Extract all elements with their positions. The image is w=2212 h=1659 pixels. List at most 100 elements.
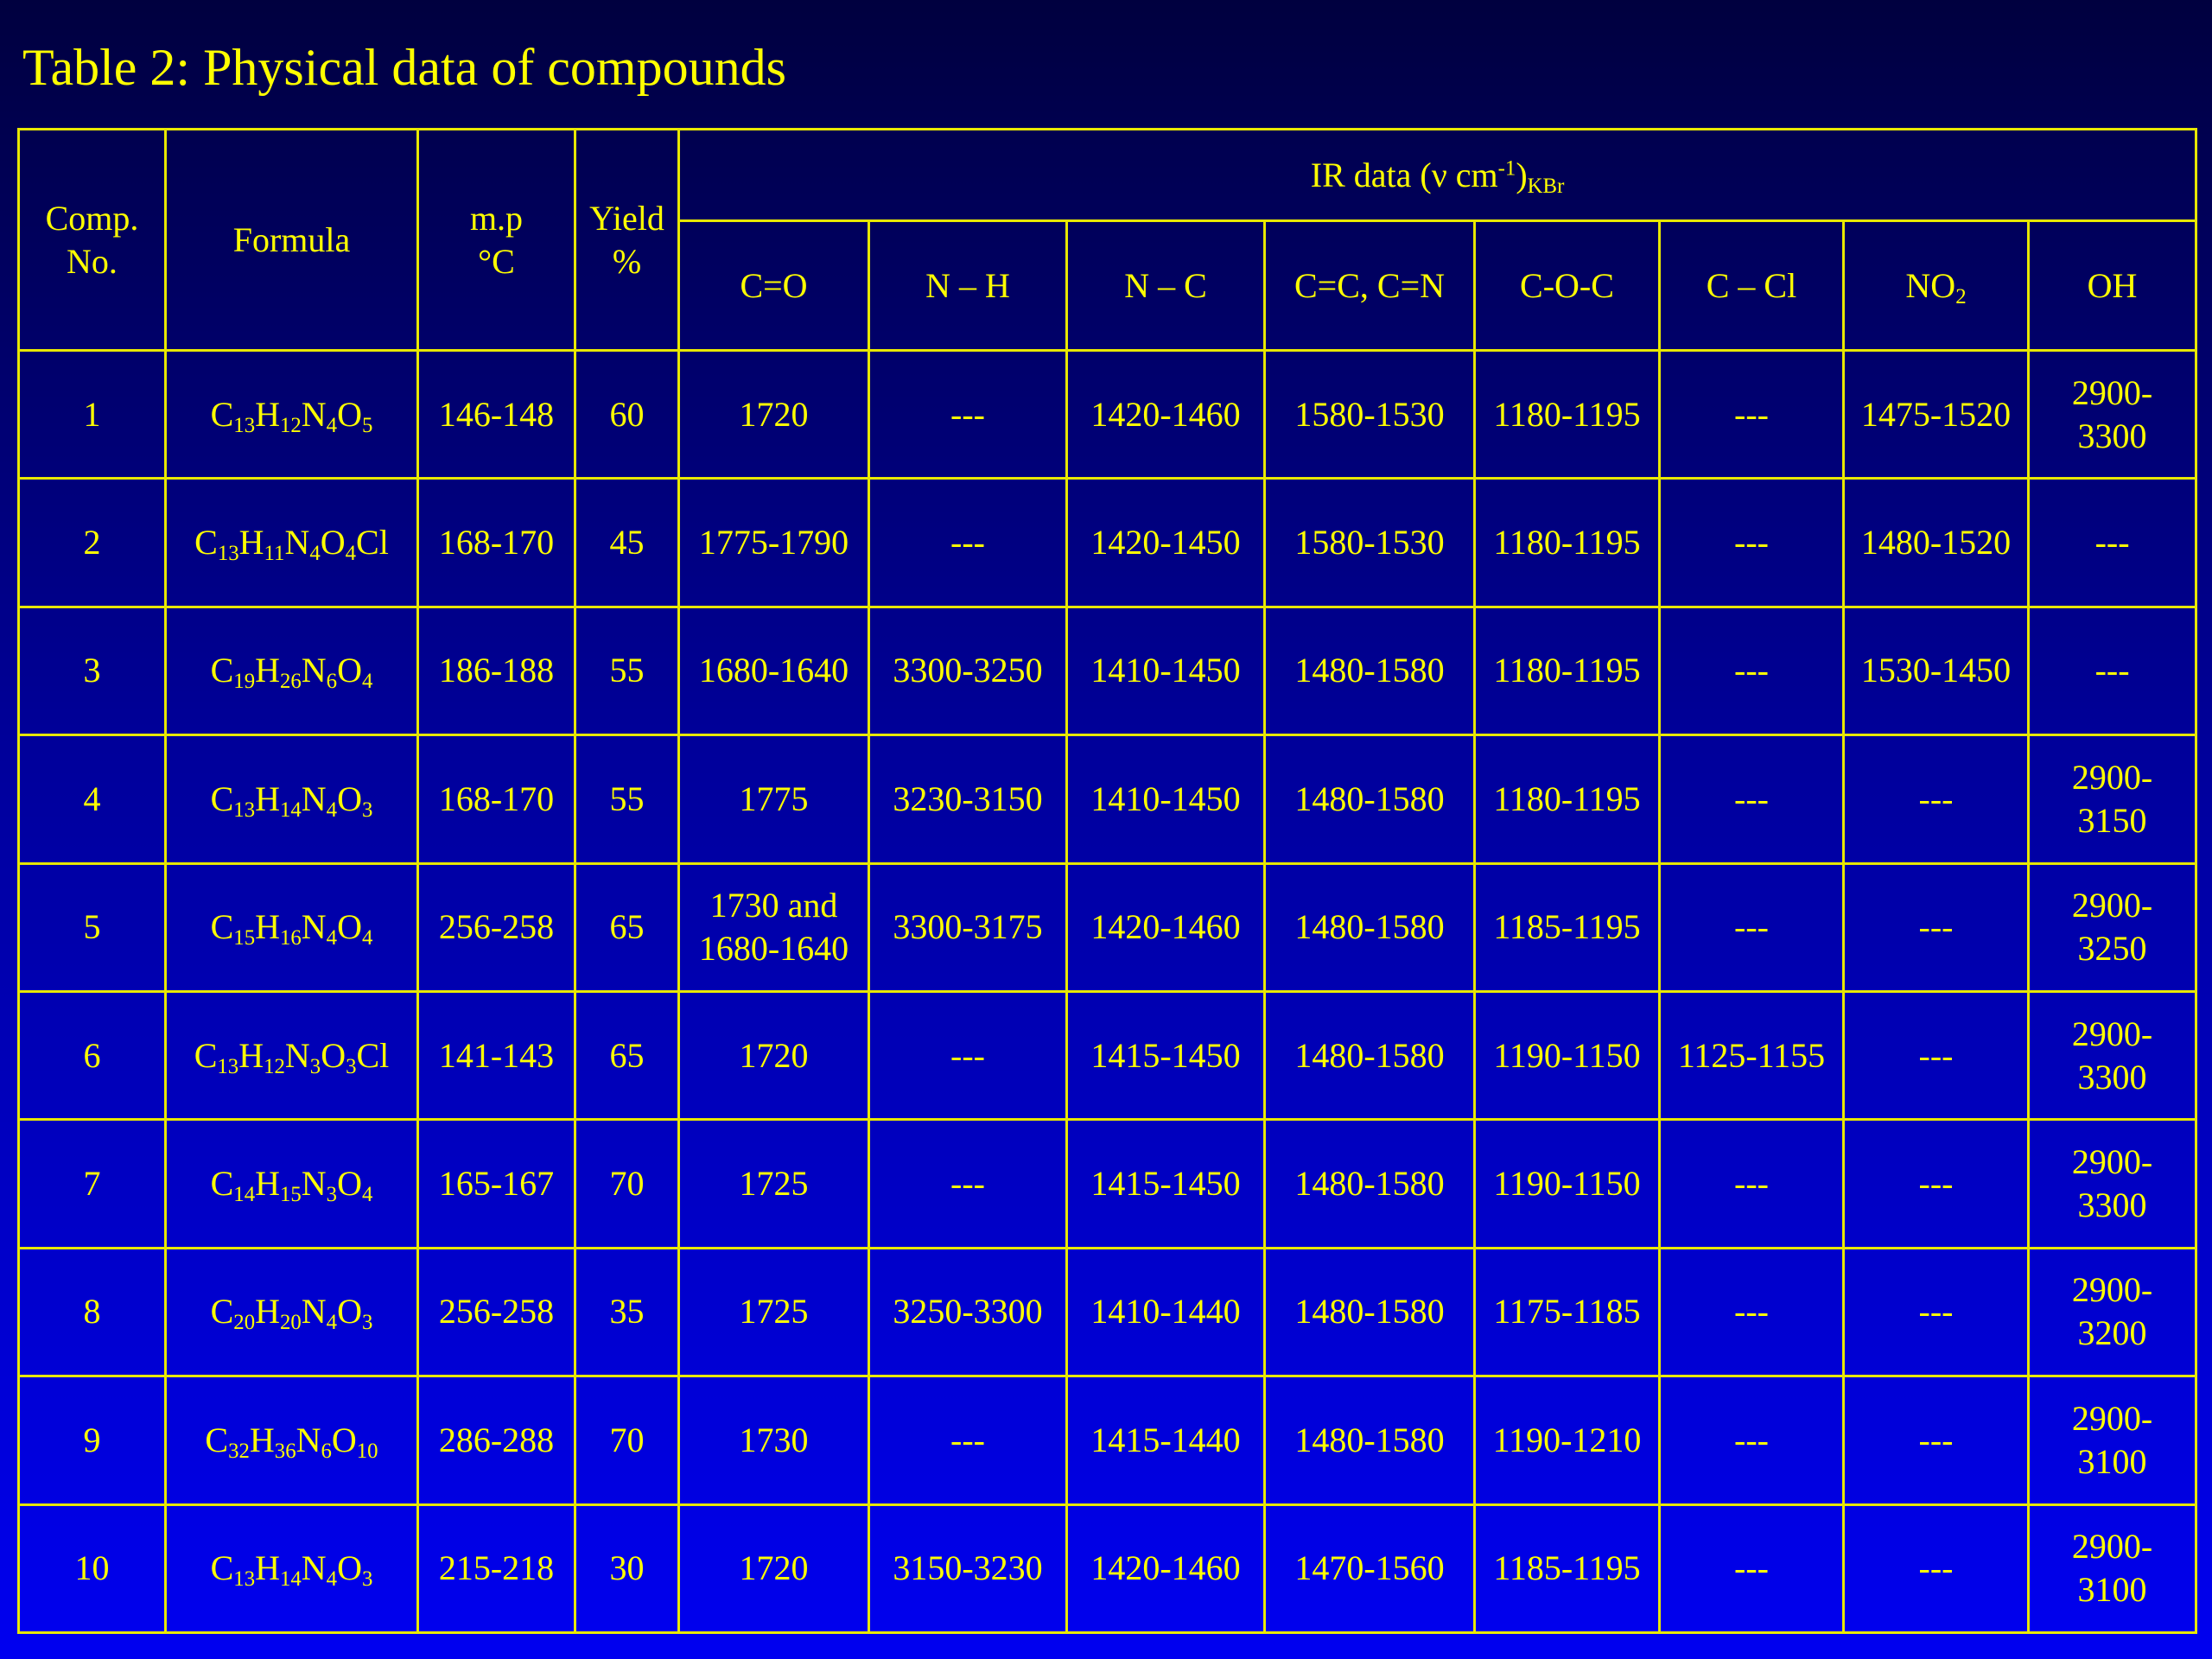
table-row: 4 C13H14N4O3 168-170 55 1775 3230-3150 1410-14… xyxy=(17,734,2198,865)
cell-mp: 168-170 xyxy=(416,734,576,865)
cell-mp: 165-167 xyxy=(416,1118,576,1249)
cell-coc: 1190-1150 xyxy=(1473,989,1661,1122)
table-row: 7 C14H15N3O4 165-167 70 1725 --- 1415-1450 1480… xyxy=(17,1118,2198,1249)
cell-nh: 3150-3230 xyxy=(868,1503,1068,1634)
cell-ccl: --- xyxy=(1658,348,1845,480)
cell-oh: 2900- 3150 xyxy=(2026,734,2198,865)
cell-nc: 1420-1460 xyxy=(1065,348,1266,480)
header-ccl: C – Cl xyxy=(1658,219,1845,352)
cell-co: 1720 xyxy=(677,1503,870,1634)
cell-nc: 1415-1450 xyxy=(1065,989,1266,1122)
physical-data-table: Comp. No. Formula m.p °C Yield% IR data (ν… xyxy=(17,128,2198,1634)
cell-co: 1720 xyxy=(677,989,870,1122)
cell-formula: C32H36N6O10 xyxy=(164,1375,419,1506)
cell-nh: --- xyxy=(868,348,1068,480)
cell-co: 1730 and 1680-1640 xyxy=(677,861,870,993)
cell-comp-no: 4 xyxy=(17,734,167,865)
cell-coc: 1190-1150 xyxy=(1473,1118,1661,1249)
header-comp-no: Comp. No. xyxy=(17,128,167,352)
cell-co: 1775-1790 xyxy=(677,477,870,608)
cell-comp-no: 10 xyxy=(17,1503,167,1634)
cell-mp: 186-188 xyxy=(416,605,576,737)
cell-nc: 1420-1460 xyxy=(1065,861,1266,993)
cell-no2: --- xyxy=(1842,861,2030,993)
table-row: 1 C13H12N4O5 146-148 60 1720 --- 1420-1460 1580… xyxy=(17,348,2198,480)
cell-oh: 2900- 3300 xyxy=(2026,989,2198,1122)
cell-no2: --- xyxy=(1842,989,2030,1122)
cell-mp: 256-258 xyxy=(416,1246,576,1378)
cell-yield: 35 xyxy=(574,1246,680,1378)
cell-ccl: --- xyxy=(1658,734,1845,865)
cell-nc: 1420-1450 xyxy=(1065,477,1266,608)
cell-nh: --- xyxy=(868,1375,1068,1506)
cell-yield: 70 xyxy=(574,1118,680,1249)
cell-coc: 1180-1195 xyxy=(1473,605,1661,737)
table-row: 3 C19H26N6O4 186-188 55 1680-1640 3300-3250 14… xyxy=(17,605,2198,737)
page-title: Table 2: Physical data of compounds xyxy=(22,39,786,96)
table-row: 2 C13H11N4O4Cl 168-170 45 1775-1790 --- 1420-1… xyxy=(17,477,2198,608)
cell-cc-cn: 1470-1560 xyxy=(1263,1503,1476,1634)
cell-ccl: --- xyxy=(1658,605,1845,737)
cell-mp: 286-288 xyxy=(416,1375,576,1506)
cell-ccl: --- xyxy=(1658,477,1845,608)
header-oh: OH xyxy=(2026,219,2198,352)
cell-formula: C13H11N4O4Cl xyxy=(164,477,419,608)
cell-mp: 256-258 xyxy=(416,861,576,993)
table-row: 5 C15H16N4O4 256-258 65 1730 and 1680-1640 330… xyxy=(17,861,2198,993)
table-row: 9 C32H36N6O10 286-288 70 1730 --- 1415-1440 148… xyxy=(17,1375,2198,1506)
cell-cc-cn: 1480-1580 xyxy=(1263,989,1476,1122)
cell-yield: 60 xyxy=(574,348,680,480)
cell-co: 1725 xyxy=(677,1118,870,1249)
cell-comp-no: 9 xyxy=(17,1375,167,1506)
cell-oh: --- xyxy=(2026,477,2198,608)
cell-formula: C13H14N4O3 xyxy=(164,734,419,865)
cell-nc: 1420-1460 xyxy=(1065,1503,1266,1634)
cell-no2: --- xyxy=(1842,1118,2030,1249)
cell-formula: C20H20N4O3 xyxy=(164,1246,419,1378)
cell-yield: 55 xyxy=(574,605,680,737)
cell-nh: --- xyxy=(868,989,1068,1122)
cell-no2: --- xyxy=(1842,1503,2030,1634)
cell-nc: 1410-1450 xyxy=(1065,605,1266,737)
cell-nc: 1415-1440 xyxy=(1065,1375,1266,1506)
cell-formula: C19H26N6O4 xyxy=(164,605,419,737)
cell-oh: 2900- 3200 xyxy=(2026,1246,2198,1378)
cell-cc-cn: 1480-1580 xyxy=(1263,734,1476,865)
cell-cc-cn: 1480-1580 xyxy=(1263,1118,1476,1249)
header-yield: Yield% xyxy=(574,128,680,352)
cell-formula: C13H14N4O3 xyxy=(164,1503,419,1634)
cell-cc-cn: 1480-1580 xyxy=(1263,605,1476,737)
cell-oh: 2900- 3300 xyxy=(2026,348,2198,480)
cell-mp: 141-143 xyxy=(416,989,576,1122)
cell-no2: 1530-1450 xyxy=(1842,605,2030,737)
table-row: 8 C20H20N4O3 256-258 35 1725 3250-3300 1410-14… xyxy=(17,1246,2198,1378)
cell-ccl: 1125-1155 xyxy=(1658,989,1845,1122)
cell-coc: 1175-1185 xyxy=(1473,1246,1661,1378)
cell-coc: 1180-1195 xyxy=(1473,477,1661,608)
cell-nh: 3300-3175 xyxy=(868,861,1068,993)
cell-co: 1775 xyxy=(677,734,870,865)
cell-no2: --- xyxy=(1842,734,2030,865)
table-row: 6 C13H12N3O3Cl 141-143 65 1720 --- 1415-1450 14… xyxy=(17,989,2198,1122)
cell-cc-cn: 1580-1530 xyxy=(1263,477,1476,608)
cell-comp-no: 8 xyxy=(17,1246,167,1378)
cell-coc: 1180-1195 xyxy=(1473,348,1661,480)
cell-ccl: --- xyxy=(1658,861,1845,993)
cell-nc: 1415-1450 xyxy=(1065,1118,1266,1249)
header-cc-cn: C=C, C=N xyxy=(1263,219,1476,352)
cell-formula: C13H12N4O5 xyxy=(164,348,419,480)
header-formula: Formula xyxy=(164,128,419,352)
cell-yield: 45 xyxy=(574,477,680,608)
cell-ccl: --- xyxy=(1658,1246,1845,1378)
cell-coc: 1180-1195 xyxy=(1473,734,1661,865)
cell-co: 1725 xyxy=(677,1246,870,1378)
cell-comp-no: 6 xyxy=(17,989,167,1122)
cell-oh: 2900- 3100 xyxy=(2026,1375,2198,1506)
cell-yield: 70 xyxy=(574,1375,680,1506)
header-nc: N – C xyxy=(1065,219,1266,352)
cell-ccl: --- xyxy=(1658,1118,1845,1249)
cell-formula: C14H15N3O4 xyxy=(164,1118,419,1249)
cell-ccl: --- xyxy=(1658,1503,1845,1634)
cell-cc-cn: 1480-1580 xyxy=(1263,1246,1476,1378)
cell-nh: 3230-3150 xyxy=(868,734,1068,865)
